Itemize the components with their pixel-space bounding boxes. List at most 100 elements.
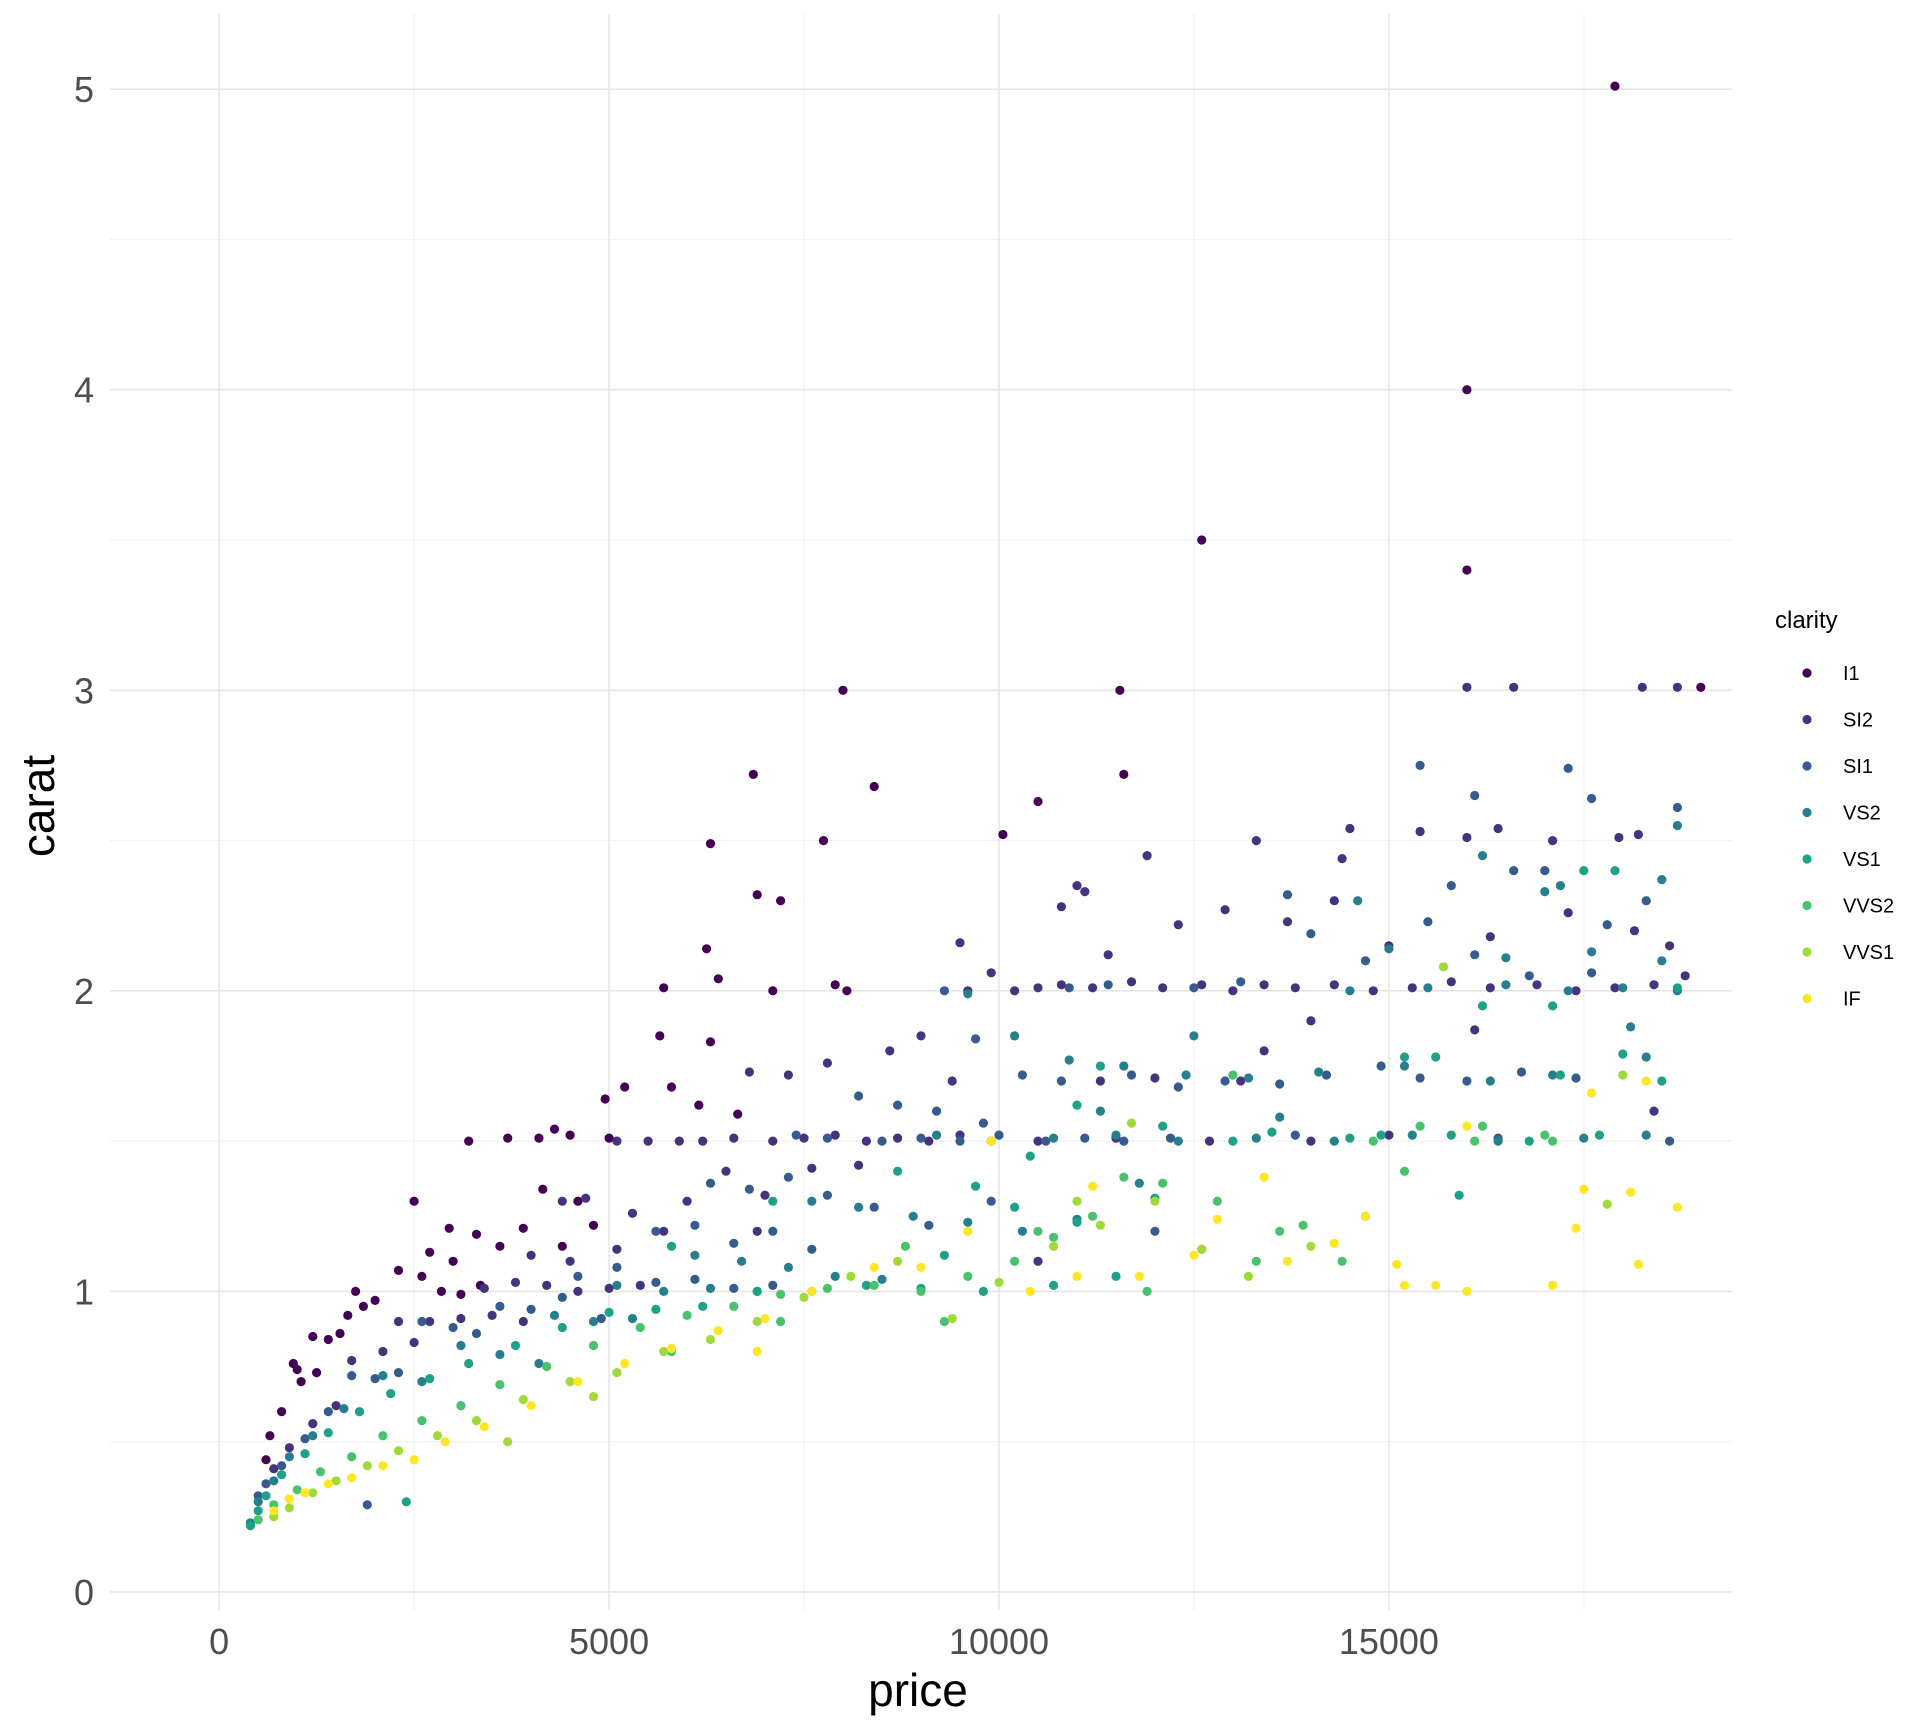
data-point	[425, 1316, 435, 1327]
data-point	[768, 1280, 778, 1290]
series-si2	[269, 682, 1690, 1474]
data-point	[1337, 854, 1347, 864]
data-point	[518, 1395, 528, 1405]
data-point	[1056, 980, 1066, 990]
data-point	[1025, 1151, 1035, 1161]
data-point	[612, 1368, 622, 1378]
data-point	[269, 1506, 279, 1516]
data-point	[768, 1136, 778, 1146]
data-point	[347, 1355, 357, 1366]
data-point	[604, 1133, 614, 1143]
data-point	[1641, 1076, 1651, 1086]
data-point	[277, 1461, 287, 1471]
data-point	[1431, 1052, 1441, 1062]
data-point	[1228, 986, 1238, 996]
data-point	[1462, 1076, 1472, 1086]
data-point	[752, 1226, 762, 1236]
data-point	[1259, 1172, 1269, 1182]
legend: clarity I1 SI2 SI1 VS2 VS1 VVS2 VVS1 IF	[1775, 607, 1894, 1011]
data-point	[978, 1118, 989, 1128]
minor-gridlines	[110, 14, 1732, 1610]
data-point	[1033, 1226, 1043, 1236]
data-point	[1290, 983, 1300, 993]
data-point	[963, 1217, 973, 1227]
data-point	[1345, 1133, 1355, 1143]
data-points	[245, 81, 1706, 1531]
data-point	[370, 1374, 380, 1384]
data-point	[581, 1193, 591, 1203]
data-point	[479, 1283, 489, 1293]
data-point	[1524, 971, 1534, 981]
data-point	[690, 1220, 700, 1230]
data-point	[495, 1380, 505, 1390]
data-point	[1665, 1136, 1675, 1146]
data-point	[323, 1428, 333, 1438]
data-point	[354, 1407, 365, 1417]
data-point	[729, 1238, 739, 1248]
data-point	[893, 1256, 903, 1266]
data-point	[659, 1286, 669, 1296]
data-point	[378, 1371, 388, 1381]
data-point	[869, 1202, 879, 1212]
data-point	[378, 1431, 388, 1441]
legend-label: VVS1	[1843, 942, 1894, 964]
data-point	[916, 1262, 926, 1272]
data-point	[296, 1377, 306, 1387]
data-point	[702, 944, 712, 954]
data-point	[362, 1461, 372, 1471]
data-point	[573, 1377, 583, 1387]
data-point	[1228, 1070, 1238, 1080]
y-tick-label: 3	[74, 670, 94, 711]
data-point	[822, 1190, 833, 1200]
data-point	[994, 1130, 1004, 1140]
data-point	[1275, 1079, 1285, 1089]
data-point	[1462, 832, 1472, 843]
data-point	[1548, 1070, 1558, 1080]
data-point	[1111, 1130, 1121, 1140]
data-point	[347, 1452, 357, 1462]
data-point	[1602, 920, 1612, 930]
data-point	[284, 1452, 294, 1462]
data-point	[748, 769, 758, 780]
data-point	[869, 781, 879, 792]
data-point	[1672, 820, 1682, 831]
data-point	[978, 1286, 989, 1296]
data-point	[752, 1286, 762, 1296]
data-point	[417, 1377, 427, 1387]
data-point	[1080, 1133, 1090, 1143]
data-point	[596, 1313, 606, 1324]
data-point	[269, 1464, 279, 1474]
data-point	[464, 1358, 474, 1369]
data-point	[893, 1133, 903, 1143]
data-point	[1637, 682, 1647, 692]
y-tick-label: 4	[74, 370, 94, 411]
data-point	[393, 1316, 404, 1327]
data-point	[323, 1334, 333, 1345]
data-point	[526, 1304, 536, 1314]
data-point	[1462, 1121, 1472, 1131]
data-point	[659, 1226, 669, 1236]
y-axis-tick-labels: 0 1 2 3 4 5	[74, 69, 94, 1613]
data-point	[854, 1160, 864, 1170]
data-point	[1142, 851, 1152, 861]
x-tick-label: 0	[209, 1621, 229, 1662]
data-point	[503, 1133, 513, 1143]
data-point	[1115, 685, 1125, 695]
data-point	[1345, 823, 1355, 834]
data-point	[534, 1133, 544, 1143]
data-point	[534, 1358, 544, 1369]
data-point	[861, 1280, 872, 1290]
data-point	[331, 1401, 341, 1411]
data-point	[1493, 823, 1503, 834]
data-point	[1470, 1136, 1480, 1146]
data-point	[1462, 565, 1472, 575]
data-point	[861, 1136, 872, 1146]
data-point	[1579, 1133, 1589, 1143]
data-point	[425, 1247, 435, 1257]
data-point	[690, 1274, 700, 1284]
data-point	[1025, 1286, 1035, 1296]
data-point	[752, 1346, 762, 1357]
data-point	[1618, 1070, 1628, 1080]
data-point	[1626, 1187, 1636, 1197]
